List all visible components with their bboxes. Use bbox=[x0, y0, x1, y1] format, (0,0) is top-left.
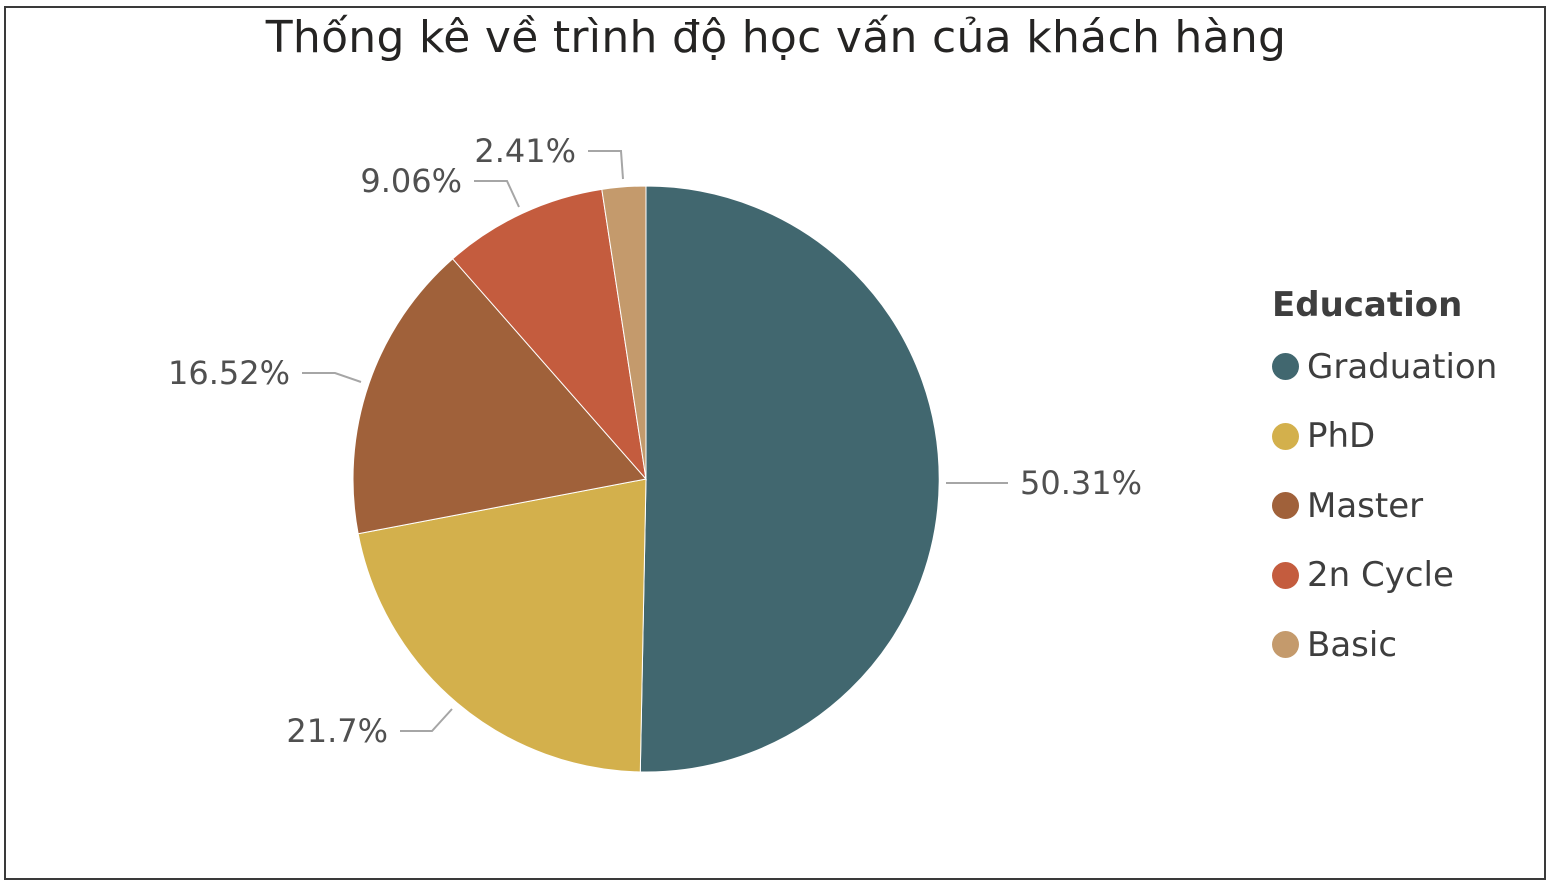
pie-slice-phd[interactable] bbox=[357, 478, 647, 773]
legend-item-2n-cycle[interactable]: 2n Cycle bbox=[1272, 541, 1497, 611]
leader-line bbox=[400, 708, 453, 732]
pie-slice-graduation[interactable] bbox=[639, 185, 940, 773]
data-labels: 50.31% 21.7% 16.52% 9.06% 2.41% bbox=[168, 132, 1142, 750]
data-label: 50.31% bbox=[1020, 464, 1142, 502]
data-label: 16.52% bbox=[168, 354, 290, 392]
legend-label: 2n Cycle bbox=[1307, 555, 1454, 596]
legend-label: Master bbox=[1307, 485, 1424, 526]
legend-item-phd[interactable]: PhD bbox=[1272, 402, 1497, 472]
leader-lines bbox=[302, 150, 1008, 732]
legend-marker bbox=[1272, 492, 1299, 520]
legend-label: Basic bbox=[1307, 624, 1398, 665]
leader-line bbox=[302, 372, 362, 383]
legend-item-graduation[interactable]: Graduation bbox=[1272, 332, 1497, 402]
leader-line bbox=[588, 150, 624, 180]
chart-title: Thống kê về trình độ học vấn của khách h… bbox=[265, 12, 1287, 63]
data-label: 21.7% bbox=[286, 712, 388, 750]
data-label: 9.06% bbox=[360, 162, 462, 200]
leader-line bbox=[474, 180, 520, 208]
pie-slice-master[interactable] bbox=[352, 258, 647, 535]
legend-marker bbox=[1272, 631, 1299, 659]
legend-marker bbox=[1272, 561, 1299, 589]
data-label: 2.41% bbox=[474, 132, 576, 170]
legend-marker bbox=[1272, 422, 1299, 450]
legend-item-basic[interactable]: Basic bbox=[1272, 610, 1497, 680]
legend: Education Graduation PhD Master 2n Cycle… bbox=[1272, 284, 1497, 680]
pie-slices bbox=[352, 185, 940, 773]
legend-label: PhD bbox=[1307, 416, 1376, 457]
legend-marker bbox=[1272, 353, 1299, 381]
legend-title: Education bbox=[1272, 285, 1463, 325]
pie-slice-2n-cycle[interactable] bbox=[451, 188, 647, 481]
legend-label: Graduation bbox=[1307, 346, 1498, 387]
pie-slice-basic[interactable] bbox=[601, 185, 647, 480]
legend-item-master[interactable]: Master bbox=[1272, 471, 1497, 541]
